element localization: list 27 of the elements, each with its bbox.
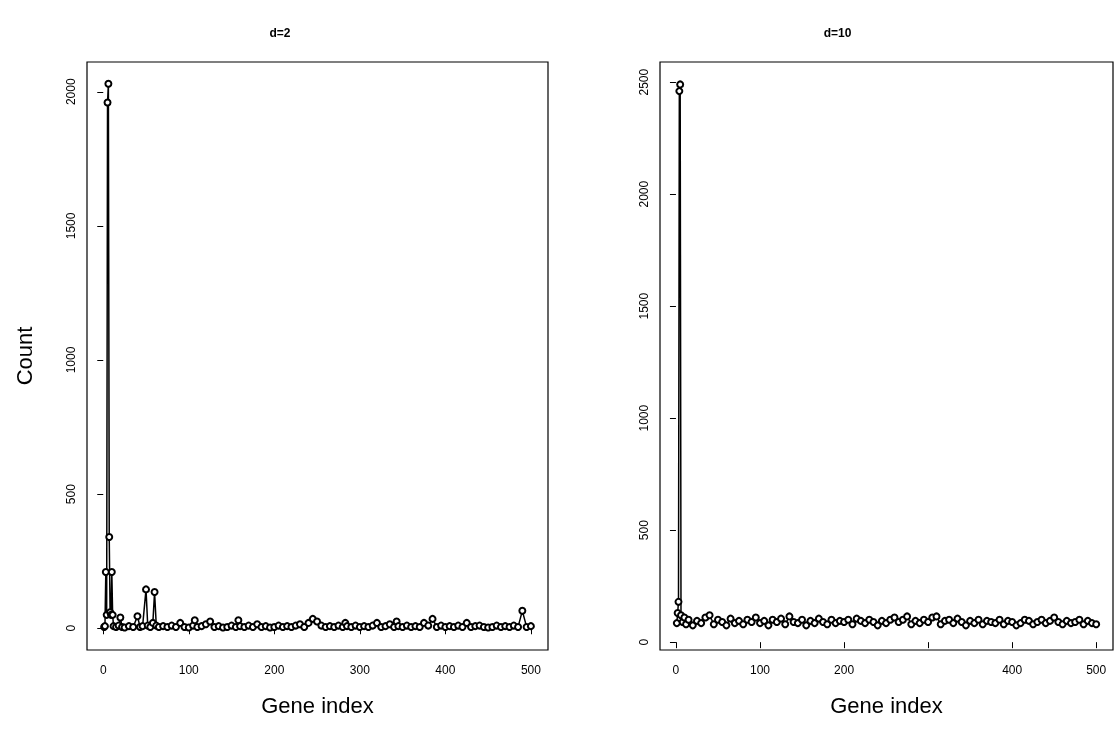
y-tick-label: 500 [637,519,651,541]
y-axis-title: Count [11,326,37,386]
x-tick-label: 0 [672,663,680,677]
x-tick-label: 300 [349,663,371,677]
x-tick-label: 500 [520,663,542,677]
y-tick-label: 0 [64,624,78,632]
y-tick-label: 1000 [64,346,78,374]
y-tick-label: 1500 [637,292,651,320]
y-tick-label: 2000 [637,180,651,208]
x-axis-title: Gene index [261,692,374,718]
x-tick-label: 100 [750,663,771,677]
y-tick-label: 2500 [637,68,651,96]
x-axis-title: Gene index [830,692,943,718]
x-tick-label: 400 [1002,663,1023,677]
y-tick-label: 2000 [64,78,78,106]
y-tick-label: 500 [64,483,78,505]
y-tick-label: 0 [637,638,651,646]
x-tick-label: 500 [1086,663,1107,677]
chart-title: d=2 [269,26,291,40]
y-tick-label: 1500 [64,212,78,240]
chart-title: d=10 [823,26,852,40]
x-tick-label: 0 [99,663,107,677]
x-tick-label: 200 [834,663,855,677]
x-tick-label: 100 [178,663,200,677]
x-tick-label: 400 [435,663,456,677]
y-tick-label: 1000 [637,404,651,432]
x-tick-label: 200 [264,663,285,677]
